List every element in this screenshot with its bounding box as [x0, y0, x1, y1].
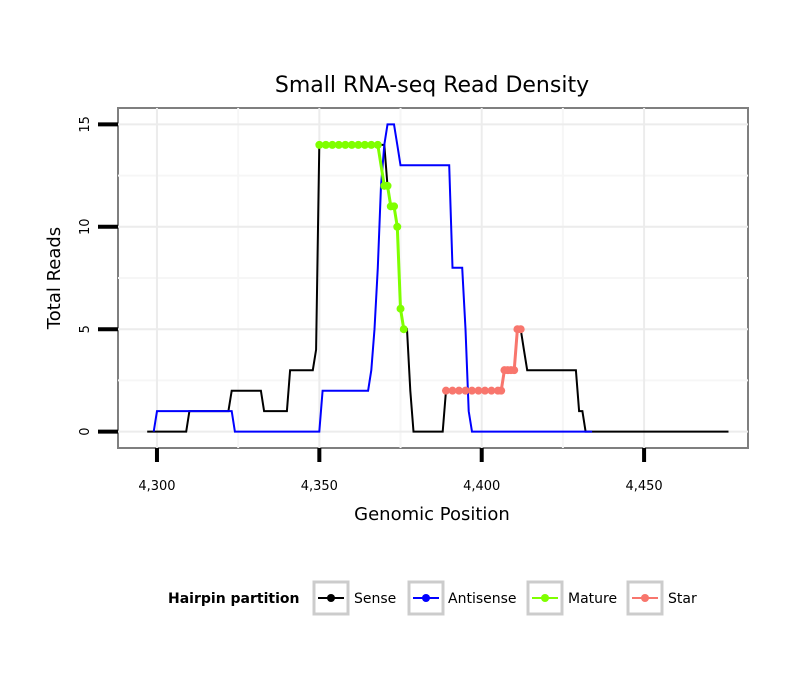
mature-point	[396, 304, 405, 313]
x-tick-label: 4,400	[463, 479, 500, 494]
legend-key-point-mature	[541, 594, 549, 602]
mature-point	[328, 140, 337, 149]
legend-title: Hairpin partition	[168, 591, 299, 607]
mature-point	[321, 140, 330, 149]
legend-label-star: Star	[668, 591, 697, 607]
star-point	[510, 366, 519, 375]
star-point	[441, 386, 450, 395]
legend-key-point-sense	[327, 594, 335, 602]
mature-point	[334, 140, 343, 149]
y-axis: 0 5 10 15	[78, 116, 118, 436]
x-axis: 4,300 4,350 4,400 4,450	[138, 448, 663, 494]
star-point	[467, 386, 476, 395]
mature-point	[347, 140, 356, 149]
legend-label-antisense: Antisense	[448, 591, 517, 607]
mature-point	[341, 140, 350, 149]
legend-item-mature: Mature	[526, 580, 617, 616]
legend-item-antisense: Antisense	[407, 580, 517, 616]
legend-label-mature: Mature	[568, 591, 617, 607]
x-tick-label: 4,300	[138, 479, 175, 494]
chart-title: Small RNA-seq Read Density	[275, 73, 589, 98]
x-tick-label: 4,450	[625, 479, 662, 494]
y-axis-title: Total Reads	[44, 227, 65, 330]
series-antisense	[152, 123, 593, 433]
star-point	[487, 386, 496, 395]
mature-point	[373, 140, 382, 149]
x-axis-title: Genomic Position	[354, 504, 510, 525]
mature-point	[383, 181, 392, 190]
star-point	[461, 386, 470, 395]
y-tick-label: 5	[78, 325, 93, 333]
mature-point	[393, 222, 402, 231]
mature-point	[399, 325, 408, 334]
legend-label-sense: Sense	[354, 591, 396, 607]
y-tick-label: 10	[78, 219, 93, 236]
mature-point	[367, 140, 376, 149]
legend-key-point-antisense	[422, 594, 430, 602]
star-point	[480, 386, 489, 395]
series-layer	[147, 123, 729, 433]
legend: Hairpin partition Sense Antisense Mature St…	[168, 580, 697, 616]
star-point	[474, 386, 483, 395]
legend-item-star: Star	[626, 580, 697, 616]
mature-point	[315, 140, 324, 149]
legend-key-point-star	[641, 594, 649, 602]
antisense-line	[152, 123, 593, 433]
star-point	[448, 386, 457, 395]
series-star	[441, 325, 525, 395]
mature-point	[390, 202, 399, 211]
mature-point	[354, 140, 363, 149]
y-tick-label: 0	[78, 427, 93, 435]
legend-item-sense: Sense	[312, 580, 396, 616]
mature-point	[360, 140, 369, 149]
star-point	[454, 386, 463, 395]
series-mature	[315, 140, 408, 334]
star-point	[497, 386, 506, 395]
y-tick-label: 15	[78, 116, 93, 133]
x-tick-label: 4,350	[301, 479, 338, 494]
star-point	[516, 325, 525, 334]
